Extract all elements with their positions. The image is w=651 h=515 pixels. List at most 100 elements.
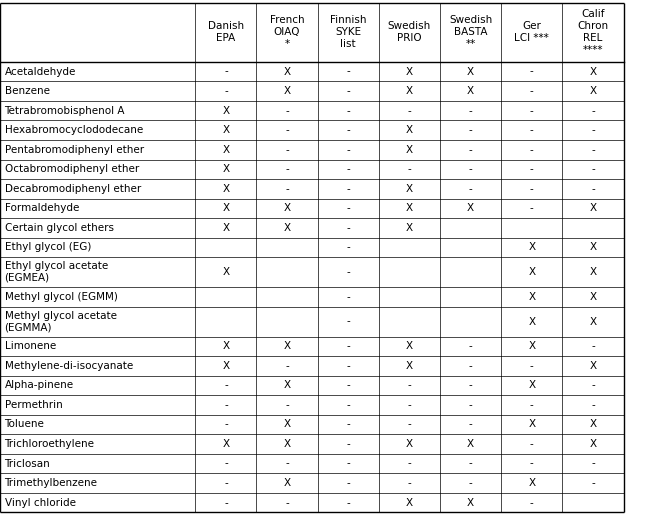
- Text: -: -: [346, 420, 350, 430]
- Text: -: -: [224, 86, 228, 96]
- Text: -: -: [408, 106, 411, 116]
- Text: X: X: [223, 267, 229, 277]
- Text: -: -: [530, 439, 534, 449]
- Text: X: X: [529, 381, 535, 390]
- Text: -: -: [346, 400, 350, 410]
- Text: -: -: [285, 164, 289, 174]
- Text: -: -: [469, 125, 473, 135]
- Text: -: -: [469, 184, 473, 194]
- Text: X: X: [590, 243, 596, 252]
- Text: -: -: [469, 106, 473, 116]
- Text: Tetrabromobisphenol A: Tetrabromobisphenol A: [5, 106, 125, 116]
- Text: -: -: [530, 203, 534, 213]
- Text: -: -: [469, 458, 473, 469]
- Text: X: X: [406, 125, 413, 135]
- Text: X: X: [284, 439, 290, 449]
- Text: Triclosan: Triclosan: [5, 458, 50, 469]
- Text: X: X: [284, 341, 290, 351]
- Text: Decabromodiphenyl ether: Decabromodiphenyl ether: [5, 184, 141, 194]
- Text: X: X: [284, 223, 290, 233]
- Text: -: -: [469, 361, 473, 371]
- Text: -: -: [346, 267, 350, 277]
- Text: -: -: [285, 400, 289, 410]
- Text: X: X: [590, 317, 596, 327]
- Text: X: X: [467, 86, 474, 96]
- Text: -: -: [285, 106, 289, 116]
- Text: X: X: [284, 478, 290, 488]
- Text: X: X: [406, 203, 413, 213]
- Text: Permethrin: Permethrin: [5, 400, 62, 410]
- Text: -: -: [408, 478, 411, 488]
- Text: Methylene-di-isocyanate: Methylene-di-isocyanate: [5, 361, 133, 371]
- Text: -: -: [346, 381, 350, 390]
- Text: X: X: [590, 86, 596, 96]
- Text: -: -: [346, 203, 350, 213]
- Text: X: X: [284, 66, 290, 77]
- Text: X: X: [467, 497, 474, 508]
- Text: Ethyl glycol acetate
(EGMEA): Ethyl glycol acetate (EGMEA): [5, 262, 108, 283]
- Text: -: -: [530, 184, 534, 194]
- Text: X: X: [529, 267, 535, 277]
- Text: -: -: [530, 458, 534, 469]
- Text: French
OIAQ
*: French OIAQ *: [270, 15, 305, 49]
- Text: X: X: [406, 497, 413, 508]
- Text: Hexabromocyclododecane: Hexabromocyclododecane: [5, 125, 143, 135]
- Text: -: -: [591, 125, 595, 135]
- Text: -: -: [469, 341, 473, 351]
- Text: -: -: [346, 66, 350, 77]
- Text: X: X: [467, 439, 474, 449]
- Text: Calif
Chron
REL
****: Calif Chron REL ****: [577, 9, 609, 55]
- Text: -: -: [346, 125, 350, 135]
- Text: X: X: [590, 66, 596, 77]
- Text: X: X: [223, 223, 229, 233]
- Text: -: -: [408, 400, 411, 410]
- Text: Trichloroethylene: Trichloroethylene: [5, 439, 94, 449]
- Text: X: X: [406, 361, 413, 371]
- Text: -: -: [408, 420, 411, 430]
- Text: X: X: [223, 184, 229, 194]
- Text: -: -: [285, 361, 289, 371]
- Text: -: -: [530, 497, 534, 508]
- Text: X: X: [406, 66, 413, 77]
- Text: -: -: [346, 361, 350, 371]
- Text: -: -: [346, 439, 350, 449]
- Text: -: -: [224, 66, 228, 77]
- Text: -: -: [346, 341, 350, 351]
- Text: -: -: [530, 145, 534, 154]
- Text: -: -: [469, 478, 473, 488]
- Text: X: X: [590, 439, 596, 449]
- Text: -: -: [591, 184, 595, 194]
- Text: -: -: [224, 381, 228, 390]
- Text: X: X: [406, 439, 413, 449]
- Text: X: X: [467, 203, 474, 213]
- Text: -: -: [591, 478, 595, 488]
- Text: X: X: [284, 420, 290, 430]
- Text: Acetaldehyde: Acetaldehyde: [5, 66, 76, 77]
- Text: -: -: [530, 86, 534, 96]
- Text: X: X: [223, 361, 229, 371]
- Text: -: -: [346, 164, 350, 174]
- Text: -: -: [530, 164, 534, 174]
- Text: X: X: [223, 145, 229, 154]
- Text: Pentabromodiphenyl ether: Pentabromodiphenyl ether: [5, 145, 144, 154]
- Text: X: X: [529, 341, 535, 351]
- Text: -: -: [530, 66, 534, 77]
- Text: X: X: [529, 317, 535, 327]
- Text: -: -: [346, 292, 350, 302]
- Text: Benzene: Benzene: [5, 86, 49, 96]
- Text: Formaldehyde: Formaldehyde: [5, 203, 79, 213]
- Text: -: -: [469, 164, 473, 174]
- Text: X: X: [590, 361, 596, 371]
- Text: X: X: [223, 439, 229, 449]
- Text: Octabromodiphenyl ether: Octabromodiphenyl ether: [5, 164, 139, 174]
- Text: X: X: [590, 292, 596, 302]
- Text: -: -: [346, 478, 350, 488]
- Text: -: -: [346, 145, 350, 154]
- Text: -: -: [469, 420, 473, 430]
- Text: X: X: [590, 267, 596, 277]
- Text: -: -: [591, 458, 595, 469]
- Text: X: X: [284, 203, 290, 213]
- Text: X: X: [406, 223, 413, 233]
- Text: Swedish
BASTA
**: Swedish BASTA **: [449, 15, 492, 49]
- Text: -: -: [530, 361, 534, 371]
